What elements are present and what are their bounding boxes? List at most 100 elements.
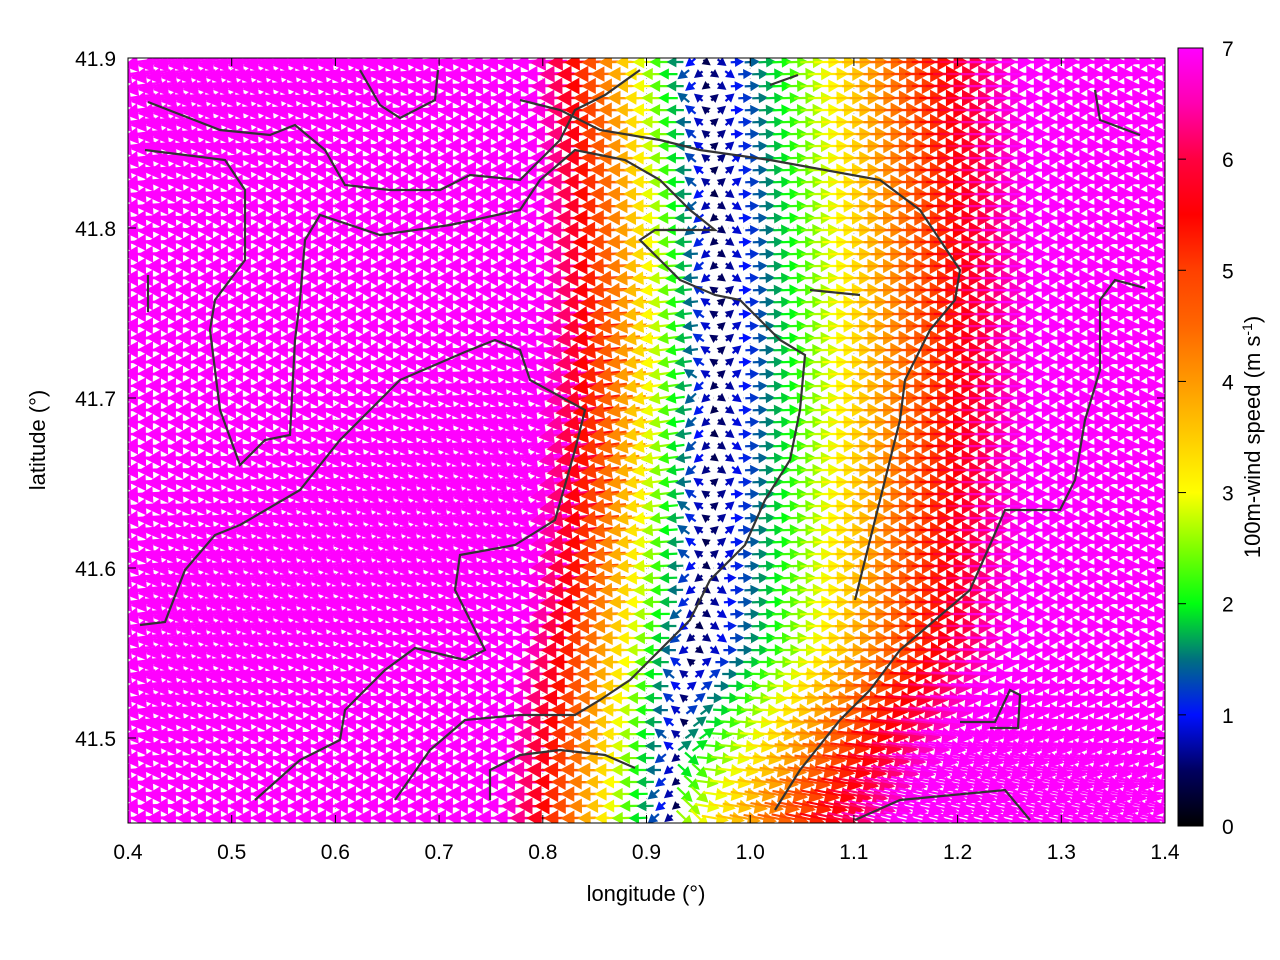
wind-arrow	[751, 572, 769, 584]
wind-arrow	[730, 585, 745, 596]
wind-arrow	[709, 286, 719, 295]
wind-arrow	[794, 259, 816, 273]
wind-arrow	[773, 248, 792, 260]
wind-arrow	[745, 297, 760, 307]
wind-arrow	[759, 344, 776, 356]
wind-arrow	[787, 296, 808, 308]
wind-arrow	[1144, 61, 1165, 65]
wind-arrow	[664, 272, 686, 284]
wind-arrow	[766, 236, 784, 248]
wind-arrow	[738, 237, 752, 247]
wind-arrow	[674, 380, 692, 392]
wind-arrow	[801, 343, 824, 357]
wind-arrow	[758, 536, 776, 548]
wind-arrow	[738, 165, 752, 176]
wind-arrow	[773, 224, 792, 236]
wind-arrow	[701, 465, 711, 475]
wind-arrow	[787, 248, 808, 260]
wind-arrow	[745, 392, 760, 404]
wind-arrow	[766, 404, 784, 416]
wind-arrow	[731, 177, 742, 187]
wind-arrow	[674, 236, 692, 248]
wind-arrow	[684, 104, 697, 115]
wind-arrow	[738, 116, 753, 128]
wind-arrow	[779, 571, 801, 584]
wind-arrow	[731, 225, 742, 235]
wind-arrow	[745, 224, 760, 236]
wind-arrow	[786, 535, 809, 548]
wind-arrow	[670, 657, 682, 667]
wind-arrow	[664, 813, 674, 823]
wind-arrow	[773, 416, 792, 428]
wind-arrow	[1137, 552, 1165, 557]
y-tick-label: 41.5	[75, 728, 116, 751]
wind-arrow	[1137, 72, 1165, 77]
wind-arrow	[772, 104, 792, 116]
wind-arrow	[716, 513, 727, 523]
wind-arrow	[692, 333, 705, 343]
wind-arrow	[731, 273, 742, 283]
wind-arrow	[674, 308, 693, 320]
wind-arrow	[686, 681, 697, 691]
wind-arrow	[1137, 144, 1165, 149]
wind-arrow	[665, 128, 685, 140]
wind-arrow	[731, 369, 742, 379]
wind-arrow	[731, 417, 742, 427]
wind-arrow	[738, 92, 753, 104]
wind-arrow	[686, 658, 696, 667]
wind-arrow	[737, 596, 753, 608]
wind-arrow	[759, 392, 776, 404]
wind-arrow	[684, 537, 697, 547]
wind-arrows	[128, 58, 1165, 823]
wind-arrow	[643, 668, 663, 680]
wind-arrow	[674, 452, 692, 464]
wind-arrow	[724, 261, 735, 270]
wind-arrow	[772, 80, 793, 92]
wind-arrow	[808, 403, 833, 417]
wind-arrow	[128, 141, 156, 148]
x-axis-label: longitude (°)	[587, 881, 706, 906]
wind-arrow	[683, 369, 698, 379]
wind-arrow	[684, 416, 697, 428]
y-axis-label: latitude (°)	[25, 390, 50, 491]
wind-arrow	[701, 561, 711, 570]
wind-arrow	[766, 212, 784, 224]
wind-arrow	[752, 236, 768, 248]
wind-arrow	[724, 117, 735, 127]
wind-arrow	[1144, 229, 1165, 233]
wind-arrow	[701, 393, 711, 403]
wind-arrow	[665, 392, 685, 404]
colorbar-label: 100m-wind speed (m s-1)	[1239, 316, 1265, 558]
wind-arrow	[128, 550, 156, 556]
wind-arrow	[709, 525, 719, 535]
wind-arrow	[772, 488, 792, 500]
wind-arrow	[674, 332, 693, 344]
wind-arrow	[801, 319, 824, 333]
wind-arrow	[652, 704, 668, 716]
wind-arrow	[800, 511, 825, 525]
wind-arrow	[752, 476, 769, 488]
wind-arrow	[724, 573, 737, 583]
wind-arrow	[666, 512, 684, 524]
wind-arrow	[752, 524, 769, 536]
wind-arrow	[693, 261, 705, 272]
wind-arrow	[685, 58, 696, 67]
wind-arrow	[724, 429, 735, 438]
wind-arrow	[684, 128, 697, 139]
wind-arrow	[701, 633, 712, 642]
wind-arrow	[766, 452, 785, 464]
wind-arrow	[674, 212, 692, 224]
wind-arrow	[1137, 504, 1165, 509]
wind-arrow	[682, 248, 698, 260]
wind-arrow	[766, 140, 785, 152]
wind-arrow	[1137, 408, 1165, 413]
wind-arrow	[716, 273, 726, 282]
wind-arrow	[1137, 216, 1165, 221]
wind-arrow	[709, 237, 719, 246]
wind-arrow	[677, 524, 691, 535]
wind-arrow	[682, 296, 699, 308]
wind-arrow	[128, 117, 156, 124]
wind-arrow	[685, 465, 697, 476]
wind-arrow	[730, 489, 744, 499]
wind-arrow	[738, 549, 753, 560]
